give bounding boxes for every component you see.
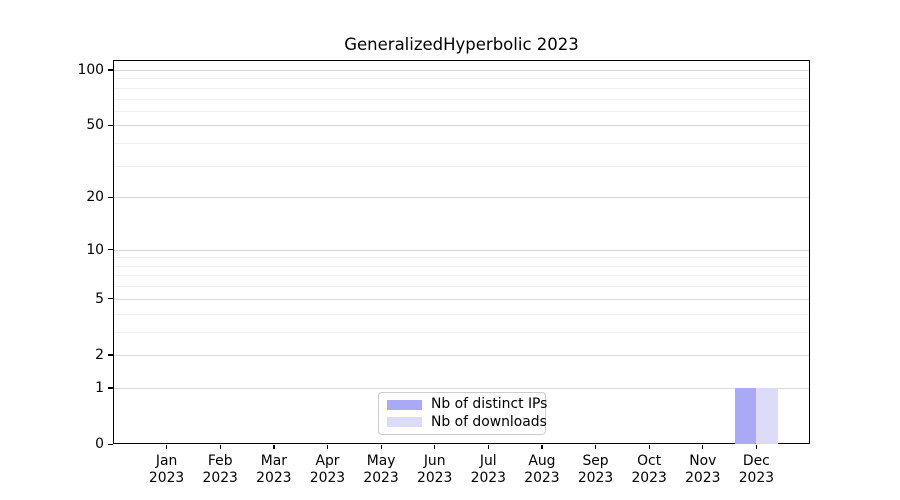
legend-label-distinct-ips: Nb of distinct IPs	[431, 396, 548, 413]
y-tick	[108, 196, 113, 198]
x-tick	[380, 445, 382, 449]
gridline-minor	[114, 98, 809, 100]
y-tick-label: 0	[95, 436, 104, 452]
y-tick-label: 1	[95, 379, 104, 396]
x-tick	[541, 445, 543, 449]
gridline-major	[114, 125, 809, 127]
x-tick	[648, 445, 650, 449]
x-tick	[595, 445, 597, 449]
y-tick	[108, 387, 113, 389]
y-tick-label: 5	[95, 290, 104, 307]
x-tick-label: Jan 2023	[148, 453, 185, 486]
gridline-minor	[114, 143, 809, 145]
gridline-major	[114, 298, 809, 300]
x-tick-label: Oct 2023	[631, 453, 667, 486]
y-tick	[108, 69, 113, 71]
legend: Nb of distinct IPs Nb of downloads	[378, 392, 547, 435]
gridline-major	[114, 69, 809, 71]
bar-downloads-dec	[756, 387, 778, 444]
y-tick	[108, 354, 113, 356]
x-tick-label: Sep 2023	[577, 453, 614, 486]
x-tick-label: Feb 2023	[202, 453, 238, 486]
gridline-minor	[114, 87, 809, 89]
x-tick	[434, 445, 436, 449]
plot-area	[113, 60, 810, 444]
gridline-major	[114, 387, 809, 389]
gridline-major	[114, 197, 809, 199]
x-tick-label: Jul 2023	[470, 453, 506, 486]
bar-distinct-ips-dec	[734, 387, 757, 444]
gridline-minor	[114, 265, 809, 267]
gridline-minor	[114, 165, 809, 167]
y-tick	[108, 124, 113, 127]
gridline-major	[114, 354, 809, 356]
chart-title: GeneralizedHyperbolic 2023	[344, 35, 579, 54]
y-tick	[108, 443, 113, 445]
x-tick-label: Aug 2023	[524, 453, 560, 486]
x-tick-label: Dec 2023	[738, 453, 775, 486]
x-tick	[755, 445, 758, 449]
gridline-minor	[114, 275, 809, 277]
gridline-minor	[114, 110, 809, 112]
legend-item-distinct-ips: Nb of distinct IPs	[387, 397, 547, 412]
x-tick	[326, 445, 329, 449]
x-tick-label: Jun 2023	[417, 453, 453, 486]
y-tick-label: 50	[86, 117, 104, 134]
x-tick-label: Mar 2023	[256, 453, 292, 486]
y-tick	[108, 249, 113, 251]
gridline-major	[114, 249, 809, 251]
gridline-minor	[114, 331, 809, 333]
x-tick	[702, 445, 704, 449]
legend-swatch-distinct-ips	[387, 399, 422, 410]
x-tick-label: Apr 2023	[309, 453, 346, 486]
y-tick-label: 2	[95, 346, 104, 363]
gridline-minor	[114, 257, 809, 259]
legend-item-downloads: Nb of downloads	[387, 414, 547, 430]
y-tick-label: 100	[77, 61, 104, 78]
gridline-minor	[114, 313, 809, 315]
gridline-minor	[114, 286, 809, 288]
x-tick	[273, 445, 275, 449]
y-tick	[108, 298, 113, 300]
x-tick	[166, 445, 168, 449]
y-tick-label: 20	[86, 189, 104, 206]
x-tick	[219, 445, 221, 449]
x-tick-label: Nov 2023	[685, 453, 721, 486]
legend-swatch-downloads	[387, 417, 422, 428]
y-tick-label: 10	[86, 241, 104, 258]
x-tick-label: May 2023	[363, 453, 399, 486]
x-tick	[487, 445, 489, 449]
legend-label-downloads: Nb of downloads	[431, 413, 547, 430]
gridline-minor	[114, 78, 809, 80]
